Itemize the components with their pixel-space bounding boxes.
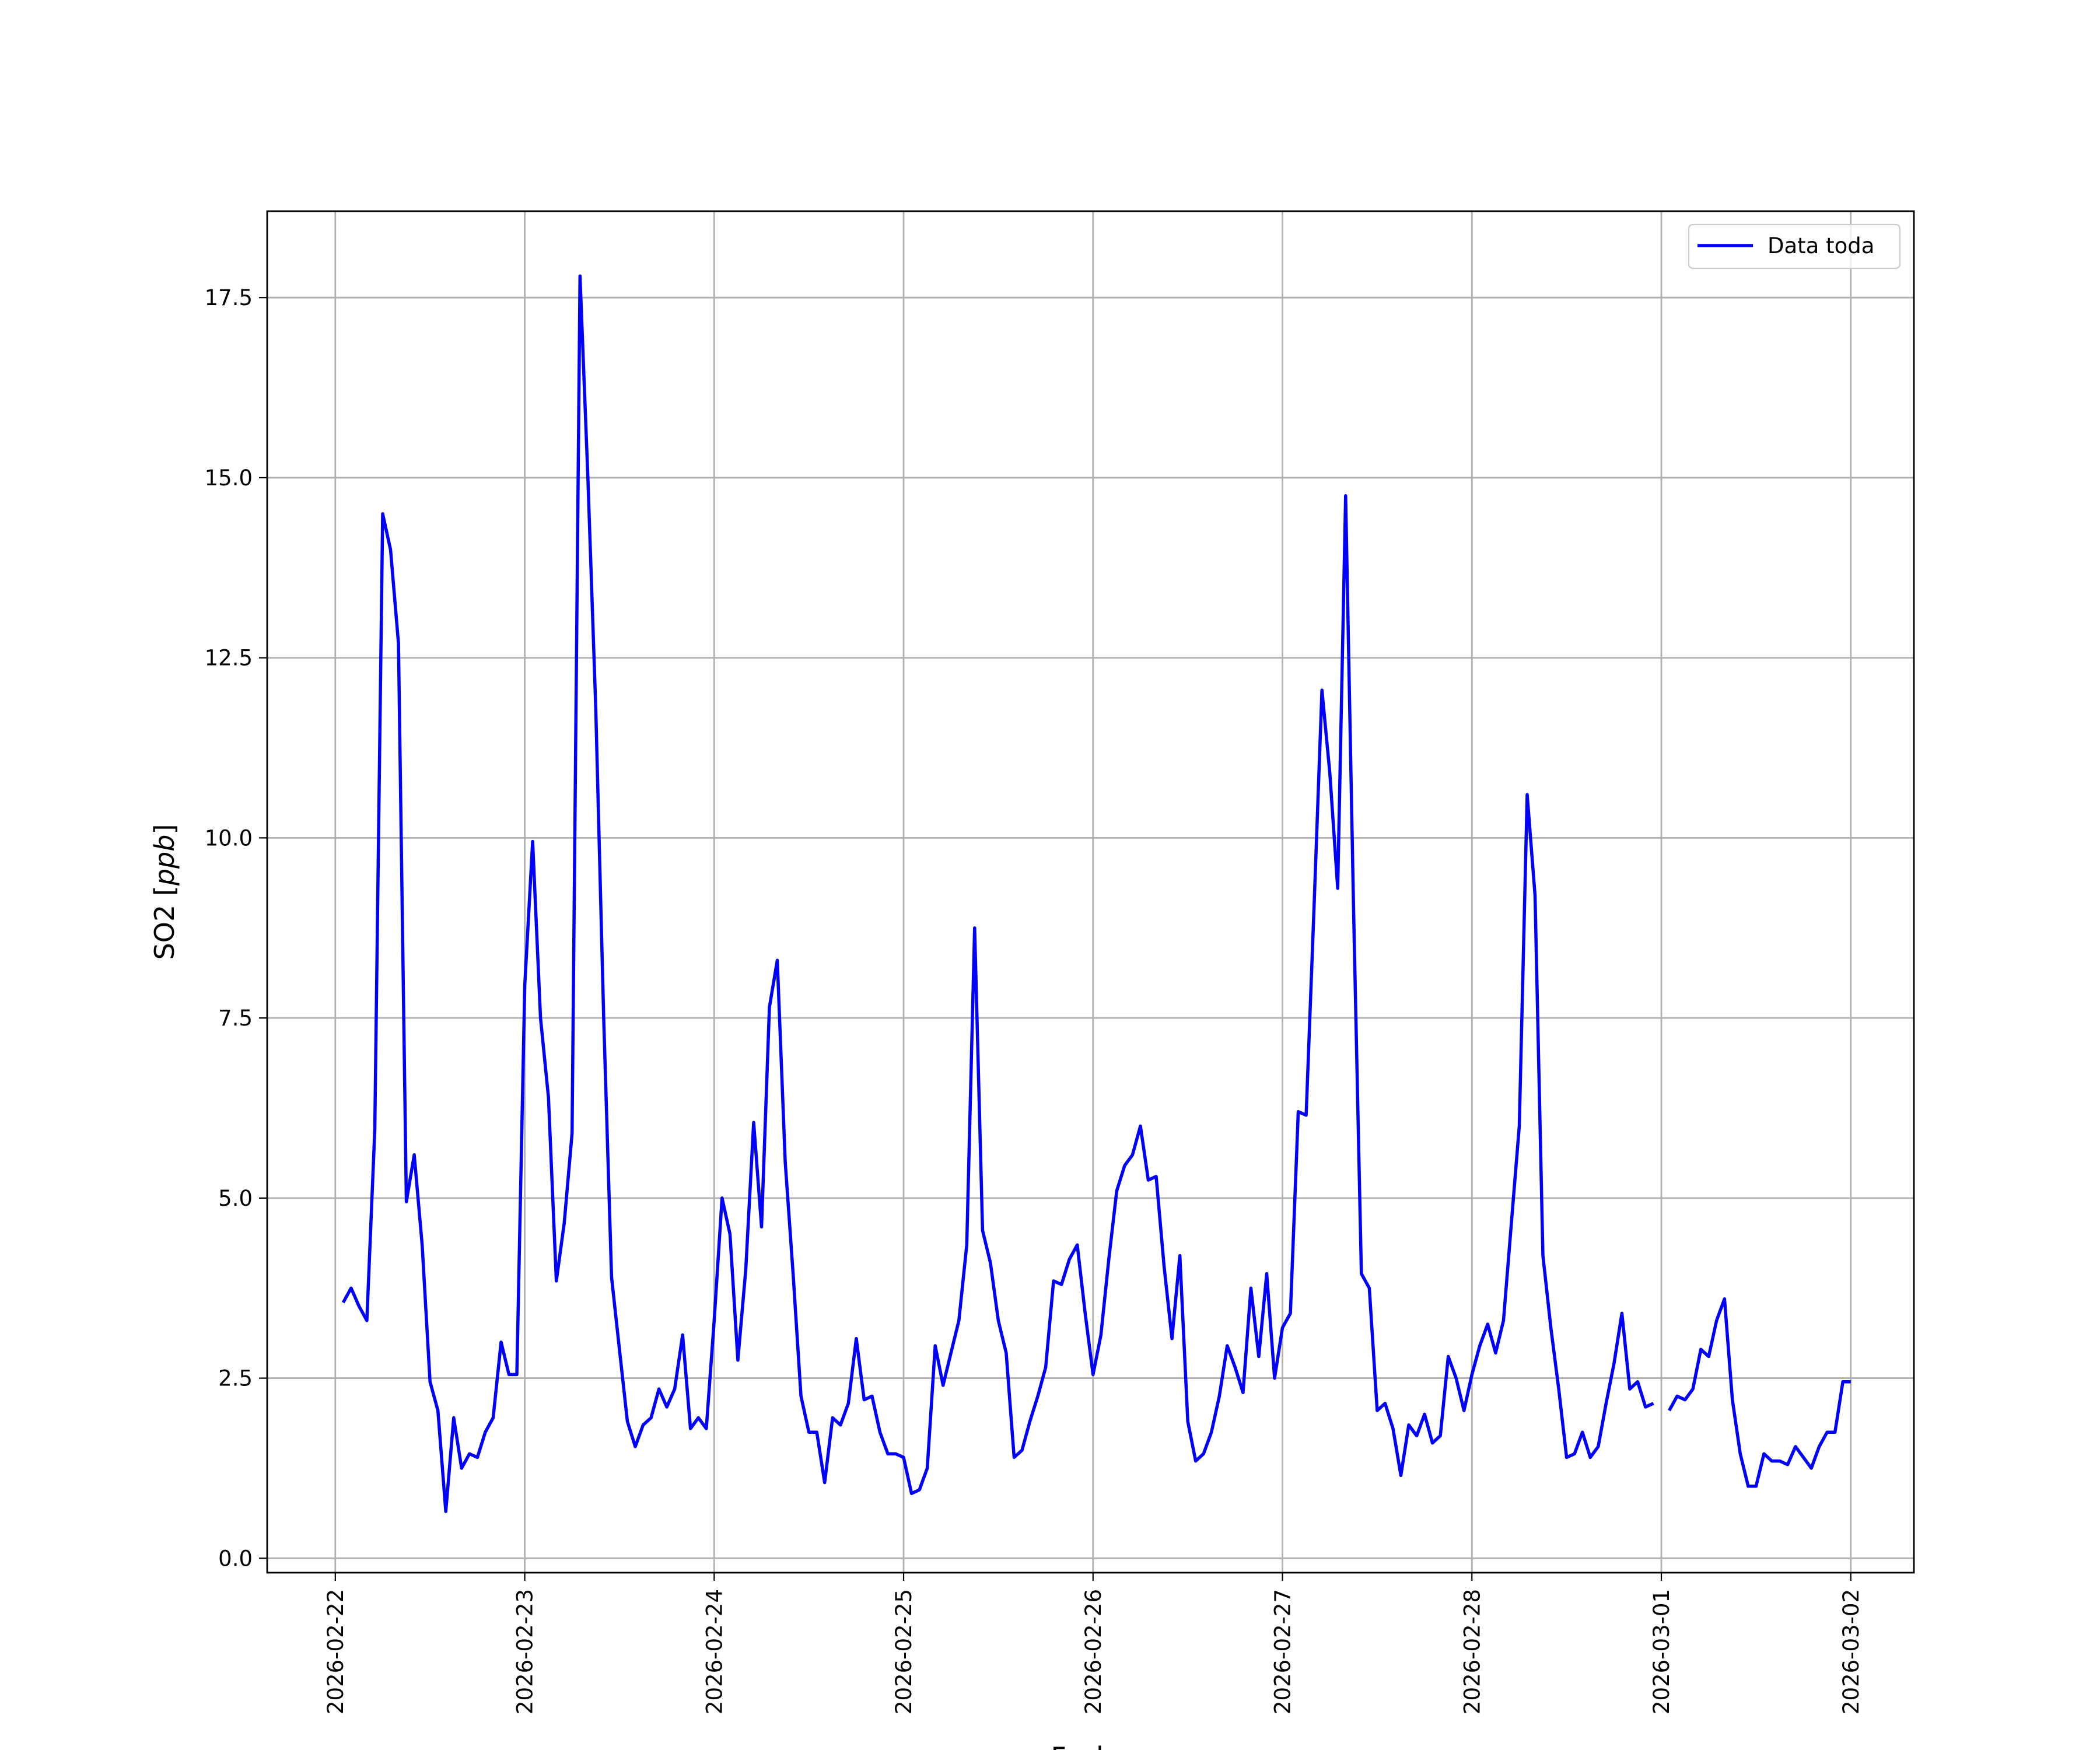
y-axis-label-main: SO2 [ — [149, 886, 180, 960]
series-line — [341, 274, 1851, 1513]
ticks: 2026-02-22 2026-02-23 2026-02-24 2026-02-25… — [205, 285, 1864, 1714]
legend-label: Data toda — [1768, 233, 1874, 258]
y-tick-label: 12.5 — [205, 646, 253, 671]
x-tick-label: 2026-03-01 — [1649, 1589, 1674, 1714]
x-tick-label: 2026-02-28 — [1460, 1589, 1485, 1714]
y-tick-label: 10.0 — [205, 825, 253, 850]
grid — [267, 211, 1914, 1573]
x-tick-label: 2026-02-25 — [891, 1589, 916, 1714]
y-axis-label-unit: ppb — [149, 835, 180, 887]
y-axis-label: SO2 [ppb] — [149, 824, 180, 960]
x-tick-label: 2026-02-24 — [702, 1589, 727, 1714]
y-tick-label: 5.0 — [218, 1186, 253, 1211]
x-tick-label: 2026-02-22 — [323, 1589, 348, 1714]
y-tick-label: 0.0 — [218, 1546, 253, 1571]
y-tick-label: 17.5 — [205, 285, 253, 310]
x-tick-label: 2026-02-23 — [513, 1589, 538, 1714]
series-layer — [341, 274, 1851, 1513]
x-tick-label: 2026-02-27 — [1270, 1589, 1296, 1714]
x-axis-label: Fecha — [1051, 1741, 1130, 1750]
plot-frame — [266, 210, 1915, 1574]
y-tick-label: 7.5 — [218, 1006, 253, 1031]
y-tick-label: 2.5 — [218, 1366, 253, 1391]
legend: Data toda — [1688, 223, 1901, 270]
legend-box — [1688, 223, 1901, 270]
x-tick-label: 2026-03-02 — [1839, 1589, 1864, 1714]
y-tick-label: 15.0 — [205, 466, 253, 491]
y-axis-label-close: ] — [149, 824, 180, 835]
x-tick-label: 2026-02-26 — [1081, 1589, 1106, 1714]
